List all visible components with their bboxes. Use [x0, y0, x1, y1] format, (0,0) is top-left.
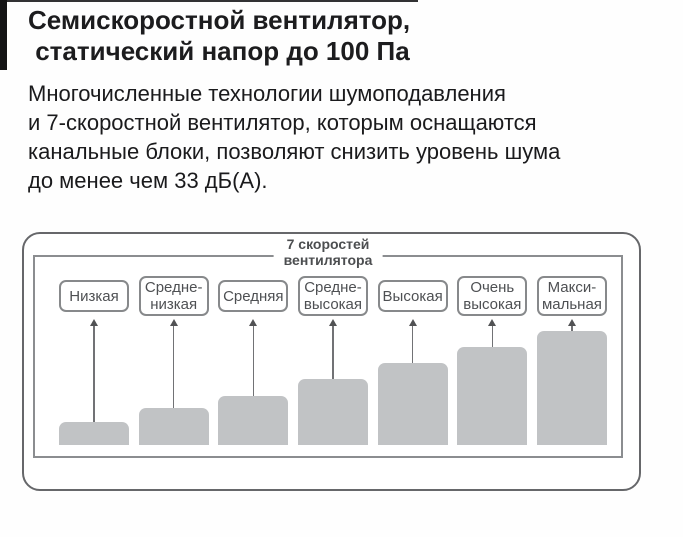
- fan-speed-columns: Низкая Средне- низкая Средняя Средне- высок…: [59, 275, 607, 445]
- fan-speed-label-area: Очень высокая: [457, 275, 528, 317]
- up-arrow-icon: [90, 319, 98, 326]
- fan-speed-bar: [138, 408, 209, 445]
- fan-speed-label-box: Макси- мальная: [536, 276, 607, 316]
- up-arrow-icon: [488, 319, 497, 326]
- up-arrow: [218, 317, 288, 396]
- fan-speed-label-area: Высокая: [377, 275, 448, 317]
- fan-speed-label-area: Средне- низкая: [138, 275, 209, 317]
- fan-speed-label-box: Низкая: [59, 280, 129, 312]
- up-arrow-icon: [249, 319, 258, 326]
- fan-speed-label-box: Очень высокая: [457, 276, 528, 316]
- fan-speed-label-area: Макси- мальная: [536, 275, 607, 317]
- up-arrow-icon: [169, 319, 178, 326]
- fan-speed-bar: [457, 347, 528, 445]
- page-title: Семискоростной вентилятор, статический н…: [28, 5, 411, 66]
- arrow-line: [93, 326, 95, 422]
- fan-speed-column: Высокая: [377, 275, 448, 445]
- fan-speed-column: Очень высокая: [457, 275, 528, 445]
- fan-speed-label-area: Средняя: [218, 275, 289, 317]
- arrow-line: [491, 326, 494, 347]
- up-arrow: [537, 317, 607, 331]
- fan-speed-column: Средне- высокая: [297, 275, 368, 445]
- up-arrow-icon: [328, 319, 337, 326]
- arrow-line: [252, 326, 255, 396]
- arrow-line: [332, 326, 334, 379]
- body-paragraph: Многочисленные технологии шумоподавления…: [28, 81, 561, 193]
- figure-title: 7 скоростей вентилятора: [273, 236, 383, 268]
- arrow-line: [172, 326, 175, 408]
- fan-speed-column: Средне- низкая: [138, 275, 209, 445]
- fan-speed-column: Средняя: [218, 275, 289, 445]
- page-corner-mark: [0, 0, 7, 70]
- up-arrow: [298, 317, 368, 379]
- arrow-line: [411, 326, 414, 363]
- fan-speed-bar: [377, 363, 448, 445]
- up-arrow: [59, 317, 129, 422]
- up-arrow-icon: [408, 319, 417, 326]
- fan-speed-bar: [59, 422, 129, 445]
- fan-speed-label-box: Средняя: [218, 280, 289, 312]
- fan-speed-label-area: Средне- высокая: [297, 275, 368, 317]
- fan-speed-bar: [218, 396, 289, 445]
- arrow-line: [571, 326, 573, 331]
- fan-speed-label-box: Средне- низкая: [138, 276, 209, 316]
- fan-speed-column: Низкая: [59, 275, 129, 445]
- up-arrow: [378, 317, 448, 363]
- fan-speed-label-area: Низкая: [59, 275, 129, 317]
- fan-speed-bar: [536, 331, 607, 445]
- up-arrow: [457, 317, 527, 347]
- fan-speed-column: Макси- мальная: [536, 275, 607, 445]
- up-arrow-icon: [567, 319, 576, 326]
- fan-speed-bar: [297, 379, 368, 445]
- fan-speed-label-box: Высокая: [377, 280, 448, 312]
- fan-speed-label-box: Средне- высокая: [297, 276, 368, 316]
- page-edge-line: [0, 0, 418, 2]
- up-arrow: [139, 317, 209, 408]
